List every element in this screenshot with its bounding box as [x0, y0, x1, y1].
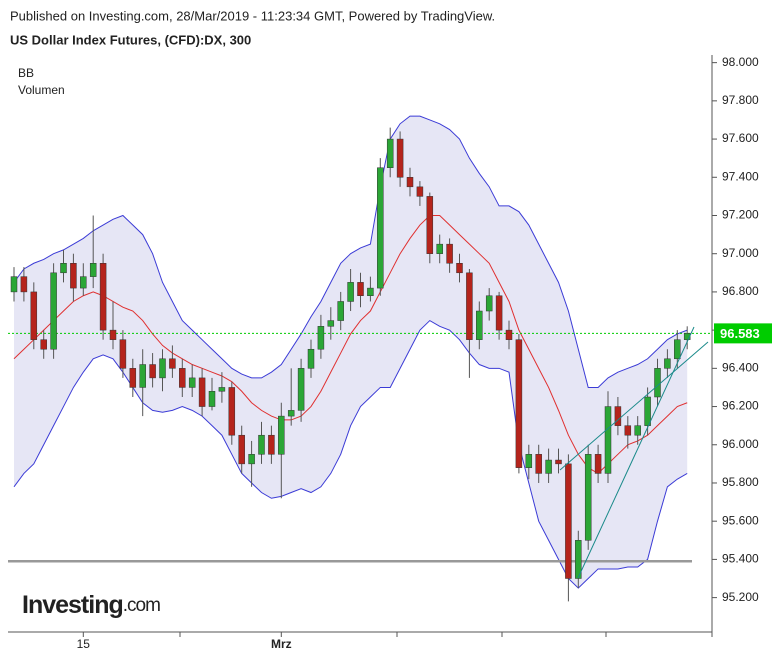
candle-body [238, 434, 245, 465]
candle-body [406, 177, 414, 188]
trend-line [577, 326, 695, 579]
candle-body [674, 339, 681, 360]
candle-body [218, 387, 226, 392]
candle-body [515, 339, 523, 468]
candle-body [644, 396, 651, 426]
candle-body [248, 454, 255, 465]
candle-body [208, 391, 216, 407]
candle-body [80, 276, 87, 289]
candle-body [495, 295, 503, 331]
last-price-label: 96.583 [720, 326, 760, 341]
candle-body [188, 377, 196, 388]
candle-body [535, 454, 542, 474]
published-note: Published on Investing.com, 28/Mar/2019 … [10, 8, 495, 23]
candle-body [426, 196, 434, 254]
candle-body [525, 454, 533, 468]
y-tick-label: 97.000 [722, 246, 759, 260]
y-tick-label: 96.000 [722, 437, 759, 451]
candle-body [179, 368, 186, 388]
candle-body [664, 358, 671, 369]
candle-body [466, 272, 473, 340]
candle-body [307, 348, 315, 369]
candle-body [70, 263, 77, 289]
candle-body [258, 434, 265, 455]
candle-body [347, 282, 354, 302]
candle-body [634, 425, 641, 436]
candle-body [268, 434, 275, 455]
candle-body [396, 138, 404, 178]
candle-body [169, 358, 176, 369]
y-tick-label: 95.200 [722, 590, 759, 604]
candle-body [159, 358, 166, 379]
y-tick-label: 97.600 [722, 131, 759, 145]
last-price-box [714, 323, 772, 344]
candle-body [228, 387, 236, 436]
candle-body [60, 263, 67, 274]
chart-title: US Dollar Index Futures, (CFD):DX, 300 [10, 32, 251, 47]
y-tick-label: 97.200 [722, 208, 759, 222]
logo: Investing.com [22, 591, 160, 619]
candle-body [139, 364, 146, 388]
candle-body [584, 454, 592, 541]
candle-body [456, 263, 463, 274]
y-tick-label: 95.800 [722, 475, 759, 489]
candle-body [287, 410, 295, 417]
candle-body [357, 282, 364, 296]
candle-body [624, 425, 632, 436]
candle-body [683, 333, 691, 340]
indicator-label: Volumen [18, 83, 65, 97]
candle-body [99, 263, 107, 331]
bb-fill [14, 116, 688, 589]
candle-body [337, 301, 344, 321]
candle-body [505, 329, 513, 340]
candle-body [297, 368, 305, 411]
candle-body [565, 463, 572, 579]
x-tick-label: 15 [77, 637, 91, 651]
y-tick-label: 95.400 [722, 552, 759, 566]
candle-body [367, 287, 374, 296]
candle-body [604, 406, 612, 474]
candle-body [30, 291, 38, 340]
candle-body [555, 459, 562, 465]
candle-body [545, 459, 552, 474]
candle-body [594, 454, 602, 474]
candle-body [198, 377, 206, 407]
y-tick-label: 97.800 [722, 93, 759, 107]
candle-body [129, 368, 137, 388]
candle-body [446, 243, 453, 264]
candle-body [327, 320, 335, 327]
y-tick-label: 96.400 [722, 361, 759, 375]
candle-body [50, 272, 57, 350]
candle-body [119, 339, 127, 369]
candle-body [40, 339, 47, 350]
y-tick-label: 96.800 [722, 284, 759, 298]
indicator-label: BB [18, 66, 34, 80]
y-tick-label: 97.400 [722, 169, 759, 183]
candle-body [476, 310, 483, 340]
bb-upper [13, 115, 688, 388]
candle-body [109, 329, 117, 340]
candle-body [614, 406, 622, 426]
candle-body [317, 326, 325, 350]
candle-body [436, 243, 443, 254]
y-tick-label: 96.200 [722, 399, 759, 413]
candle-body [575, 540, 582, 579]
candle-body [386, 138, 394, 168]
bb-middle [13, 214, 688, 475]
y-tick-label: 95.600 [722, 513, 759, 527]
y-tick-label: 98.000 [722, 55, 759, 69]
bb-lower [13, 319, 688, 589]
candle-body [654, 368, 661, 398]
candle-body [20, 276, 28, 293]
trend-line [559, 341, 709, 471]
candle-body [89, 263, 97, 277]
candle-body [485, 295, 493, 312]
candle-body [377, 167, 384, 289]
candle-body [149, 364, 156, 379]
x-tick-label: Mrz [271, 637, 292, 651]
candle-body [416, 186, 424, 197]
candle-body [10, 276, 18, 293]
candle-body [278, 415, 285, 455]
